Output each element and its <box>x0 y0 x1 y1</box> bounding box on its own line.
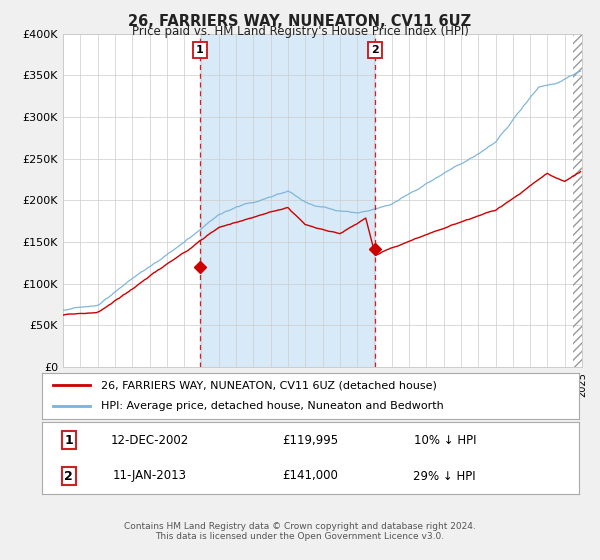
Text: 10% ↓ HPI: 10% ↓ HPI <box>413 433 476 447</box>
Text: 2: 2 <box>64 469 73 483</box>
Text: 1: 1 <box>196 45 204 55</box>
Text: 2: 2 <box>371 45 379 55</box>
Text: 29% ↓ HPI: 29% ↓ HPI <box>413 469 476 483</box>
Text: Contains HM Land Registry data © Crown copyright and database right 2024.: Contains HM Land Registry data © Crown c… <box>124 522 476 531</box>
Text: 11-JAN-2013: 11-JAN-2013 <box>112 469 187 483</box>
Text: £141,000: £141,000 <box>283 469 338 483</box>
Bar <box>200 34 375 367</box>
Text: £119,995: £119,995 <box>283 433 338 447</box>
Text: Price paid vs. HM Land Registry's House Price Index (HPI): Price paid vs. HM Land Registry's House … <box>131 25 469 38</box>
Bar <box>574 34 582 367</box>
Text: 1: 1 <box>64 433 73 447</box>
Text: 26, FARRIERS WAY, NUNEATON, CV11 6UZ (detached house): 26, FARRIERS WAY, NUNEATON, CV11 6UZ (de… <box>101 380 437 390</box>
Text: HPI: Average price, detached house, Nuneaton and Bedworth: HPI: Average price, detached house, Nune… <box>101 402 444 412</box>
Text: 12-DEC-2002: 12-DEC-2002 <box>110 433 188 447</box>
Text: This data is licensed under the Open Government Licence v3.0.: This data is licensed under the Open Gov… <box>155 532 445 541</box>
Text: 26, FARRIERS WAY, NUNEATON, CV11 6UZ: 26, FARRIERS WAY, NUNEATON, CV11 6UZ <box>128 14 472 29</box>
